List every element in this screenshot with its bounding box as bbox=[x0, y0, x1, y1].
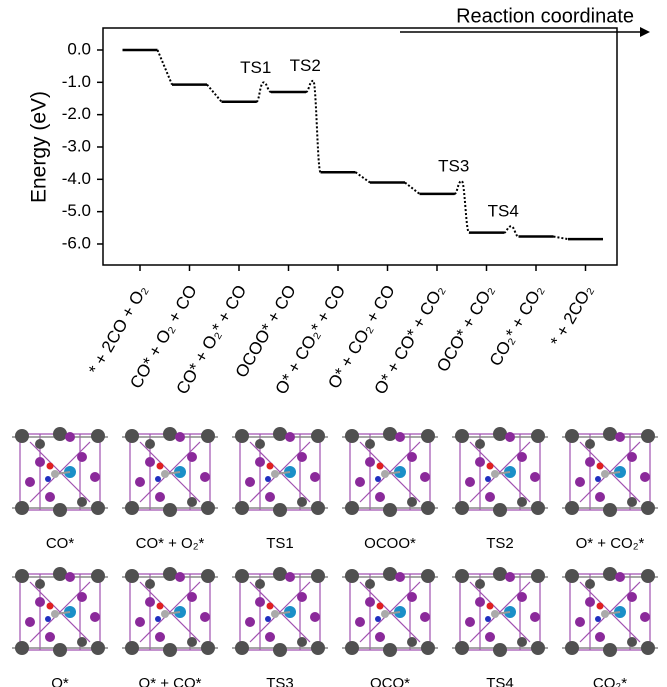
structure-image bbox=[11, 426, 109, 518]
y-tick-label: -2.0 bbox=[62, 104, 91, 123]
ts-label: TS1 bbox=[240, 58, 271, 77]
y-axis-label: Energy (eV) bbox=[28, 91, 51, 203]
structure-image bbox=[561, 426, 659, 518]
structure-caption: OCO* bbox=[370, 675, 410, 687]
structure-caption: CO₂* bbox=[593, 675, 627, 687]
y-tick-label: -3.0 bbox=[62, 136, 91, 155]
y-tick-label: -1.0 bbox=[62, 72, 91, 91]
transition-state bbox=[503, 225, 519, 238]
structure-image bbox=[121, 566, 219, 658]
y-tick-label: -4.0 bbox=[62, 169, 91, 188]
structure-image bbox=[451, 426, 549, 518]
ts-label: TS2 bbox=[290, 56, 321, 75]
structure-caption: O* + CO* bbox=[139, 675, 202, 687]
y-tick-label: 0.0 bbox=[67, 39, 91, 58]
structure-image bbox=[341, 426, 439, 518]
arrow-head bbox=[640, 27, 650, 37]
structure-caption: TS4 bbox=[486, 675, 514, 687]
connector bbox=[553, 235, 569, 241]
transition-state bbox=[255, 81, 272, 103]
connector bbox=[354, 171, 371, 184]
y-tick-label: -5.0 bbox=[62, 201, 91, 220]
plot-frame bbox=[102, 27, 618, 266]
transition-state bbox=[305, 79, 322, 174]
structure-caption: CO* bbox=[46, 535, 75, 552]
connector bbox=[206, 83, 223, 103]
structures: CO* CO* + O₂* TS1 OCOO* TS2 O* + CO₂* O* O* + C… bbox=[11, 426, 659, 687]
ts-label: TS4 bbox=[488, 202, 519, 221]
transition-state bbox=[454, 179, 470, 234]
structure-image bbox=[451, 566, 549, 658]
structure-image bbox=[341, 566, 439, 658]
x-axis-label: Reaction coordinate bbox=[456, 5, 634, 27]
structure-image bbox=[121, 426, 219, 518]
y-tick-label: -6.0 bbox=[62, 233, 91, 252]
ts-label: TS3 bbox=[438, 156, 469, 175]
structure-caption: TS3 bbox=[266, 675, 294, 687]
structure-caption: O* + CO₂* bbox=[576, 535, 645, 552]
x-tick-label: * + 2CO₂ bbox=[547, 282, 597, 350]
structure-caption: TS2 bbox=[486, 535, 514, 552]
structure-caption: TS1 bbox=[266, 535, 294, 552]
structure-image bbox=[561, 566, 659, 658]
structure-caption: OCOO* bbox=[364, 535, 416, 552]
structure-image bbox=[231, 426, 329, 518]
structure-caption: CO* + O₂* bbox=[136, 535, 205, 552]
connector bbox=[156, 49, 173, 85]
structure-image bbox=[231, 566, 329, 658]
structure-image bbox=[11, 566, 109, 658]
connector bbox=[404, 181, 421, 195]
structure-caption: O* bbox=[51, 675, 69, 687]
